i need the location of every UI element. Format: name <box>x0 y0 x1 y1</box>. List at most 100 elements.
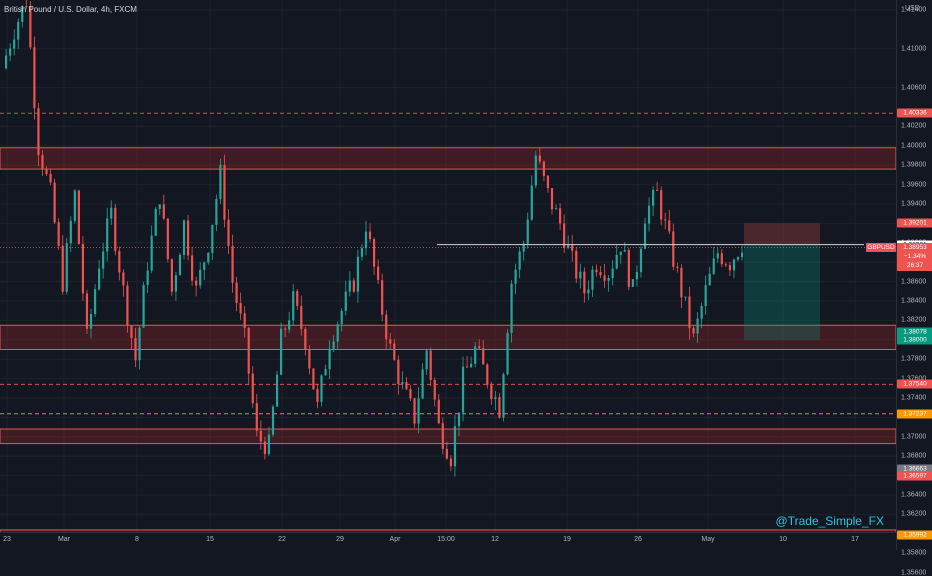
price-tick-label: 1.40200 <box>901 122 927 130</box>
candle-body <box>502 374 505 418</box>
time-tick-label: 8 <box>135 536 139 543</box>
price-axis[interactable]: USD 1.41400 1.41000 1.40600 1.40200 1.40000 1… <box>896 0 932 576</box>
price-tick-label: 1.39800 <box>901 161 927 169</box>
time-tick-label: Mar <box>57 536 71 543</box>
price-tick-label: 1.36800 <box>901 452 927 460</box>
candle-body <box>591 269 594 290</box>
candle-body <box>482 348 485 365</box>
candle-body <box>227 219 230 247</box>
live-change: −1.34% <box>903 253 927 261</box>
time-tick-label: May <box>701 536 715 543</box>
price-tick-label: 1.37600 <box>901 375 927 383</box>
candle-body <box>603 275 606 281</box>
price-tick-label: 1.40600 <box>901 84 927 92</box>
time-tick-label: 15 <box>206 536 214 543</box>
candle-body <box>219 165 222 199</box>
price-tick-label: 1.41400 <box>901 6 927 14</box>
time-axis[interactable]: 23 Mar 8 15 22 29 Apr 15:00 12 19 26 May 10 17 <box>0 532 896 551</box>
candle-body <box>89 314 93 329</box>
candle-body <box>41 154 44 170</box>
take-profit-zone <box>744 244 820 340</box>
price-tick-label: 1.37800 <box>901 355 927 363</box>
candle-body <box>510 283 513 334</box>
candle-body <box>704 285 707 306</box>
candle-body <box>635 272 639 280</box>
candle-body <box>712 258 715 274</box>
candle-body <box>579 271 582 279</box>
candle-body <box>215 198 218 225</box>
candle-body <box>563 223 566 249</box>
candle-body <box>77 190 80 245</box>
candle-body <box>340 310 343 325</box>
candle-body <box>5 55 8 69</box>
candle-body <box>9 48 12 56</box>
candle-body <box>239 303 242 314</box>
candle-body <box>405 382 408 390</box>
candle-body <box>558 208 562 224</box>
candle-body <box>627 250 630 287</box>
candle-body <box>656 189 659 191</box>
candle-body <box>583 271 586 294</box>
candle-body <box>178 254 182 276</box>
candle-body <box>251 373 254 404</box>
price-chart[interactable] <box>0 0 896 532</box>
candle-body <box>740 252 744 258</box>
candle-body <box>114 207 117 252</box>
candle-body <box>530 185 533 220</box>
candle-body <box>170 259 173 292</box>
price-tick-label: 1.38400 <box>901 297 927 305</box>
currency-label: USD <box>905 5 920 12</box>
candle-body <box>441 423 444 449</box>
time-tick-label: 19 <box>563 536 571 543</box>
candle-body <box>470 363 473 368</box>
candle-body <box>247 327 250 374</box>
time-tick-label: 17 <box>851 536 859 543</box>
candle-body <box>421 369 424 399</box>
candle-body <box>668 220 671 232</box>
candle-body <box>429 350 432 381</box>
candle-body <box>199 269 202 286</box>
candle-body <box>134 337 137 361</box>
candle-body <box>708 273 711 286</box>
candle-body <box>130 325 133 338</box>
candle-body <box>389 339 392 344</box>
candle-body <box>122 272 125 286</box>
candle-body <box>308 349 311 369</box>
candle-body <box>45 169 48 174</box>
candle-body <box>324 369 327 376</box>
candle-body <box>57 222 60 246</box>
chart-area[interactable]: British Pound / U.S. Dollar, 4h, FXCM GB… <box>0 0 896 532</box>
symbol-tag: GBPUSD <box>866 242 896 252</box>
candle-body <box>647 205 651 224</box>
candle-body <box>110 207 113 219</box>
candle-body <box>724 264 727 266</box>
candle-body <box>736 257 740 260</box>
time-tick-label: Apr <box>389 536 401 543</box>
candle-body <box>267 434 271 455</box>
price-tick-label: 1.40000 <box>901 142 927 150</box>
price-tick-label: 1.38200 <box>901 316 927 324</box>
candle-body <box>33 47 36 109</box>
candle-body <box>534 155 537 186</box>
candle-body <box>352 280 355 292</box>
candle-body <box>328 348 331 370</box>
candle-body <box>474 346 477 364</box>
candle-body <box>664 219 667 221</box>
price-level-tag: 1.38078 <box>897 327 932 337</box>
candle-body <box>304 328 307 350</box>
supply-demand-zone <box>0 529 896 532</box>
candle-body <box>542 161 546 176</box>
candle-body <box>360 248 364 257</box>
candle-body <box>676 266 679 268</box>
candle-body <box>660 190 663 220</box>
candle-body <box>546 175 550 189</box>
price-tick-label: 1.36200 <box>901 510 927 518</box>
candle-body <box>98 268 101 290</box>
candle-body <box>312 368 315 390</box>
candle-body <box>385 314 388 340</box>
candle-body <box>320 375 323 402</box>
author-watermark: @Trade_Simple_FX <box>775 514 884 528</box>
candle-body <box>336 324 339 342</box>
symbol-header: British Pound / U.S. Dollar, 4h, FXCM <box>4 5 137 14</box>
price-tick-label: 1.37400 <box>901 394 927 402</box>
